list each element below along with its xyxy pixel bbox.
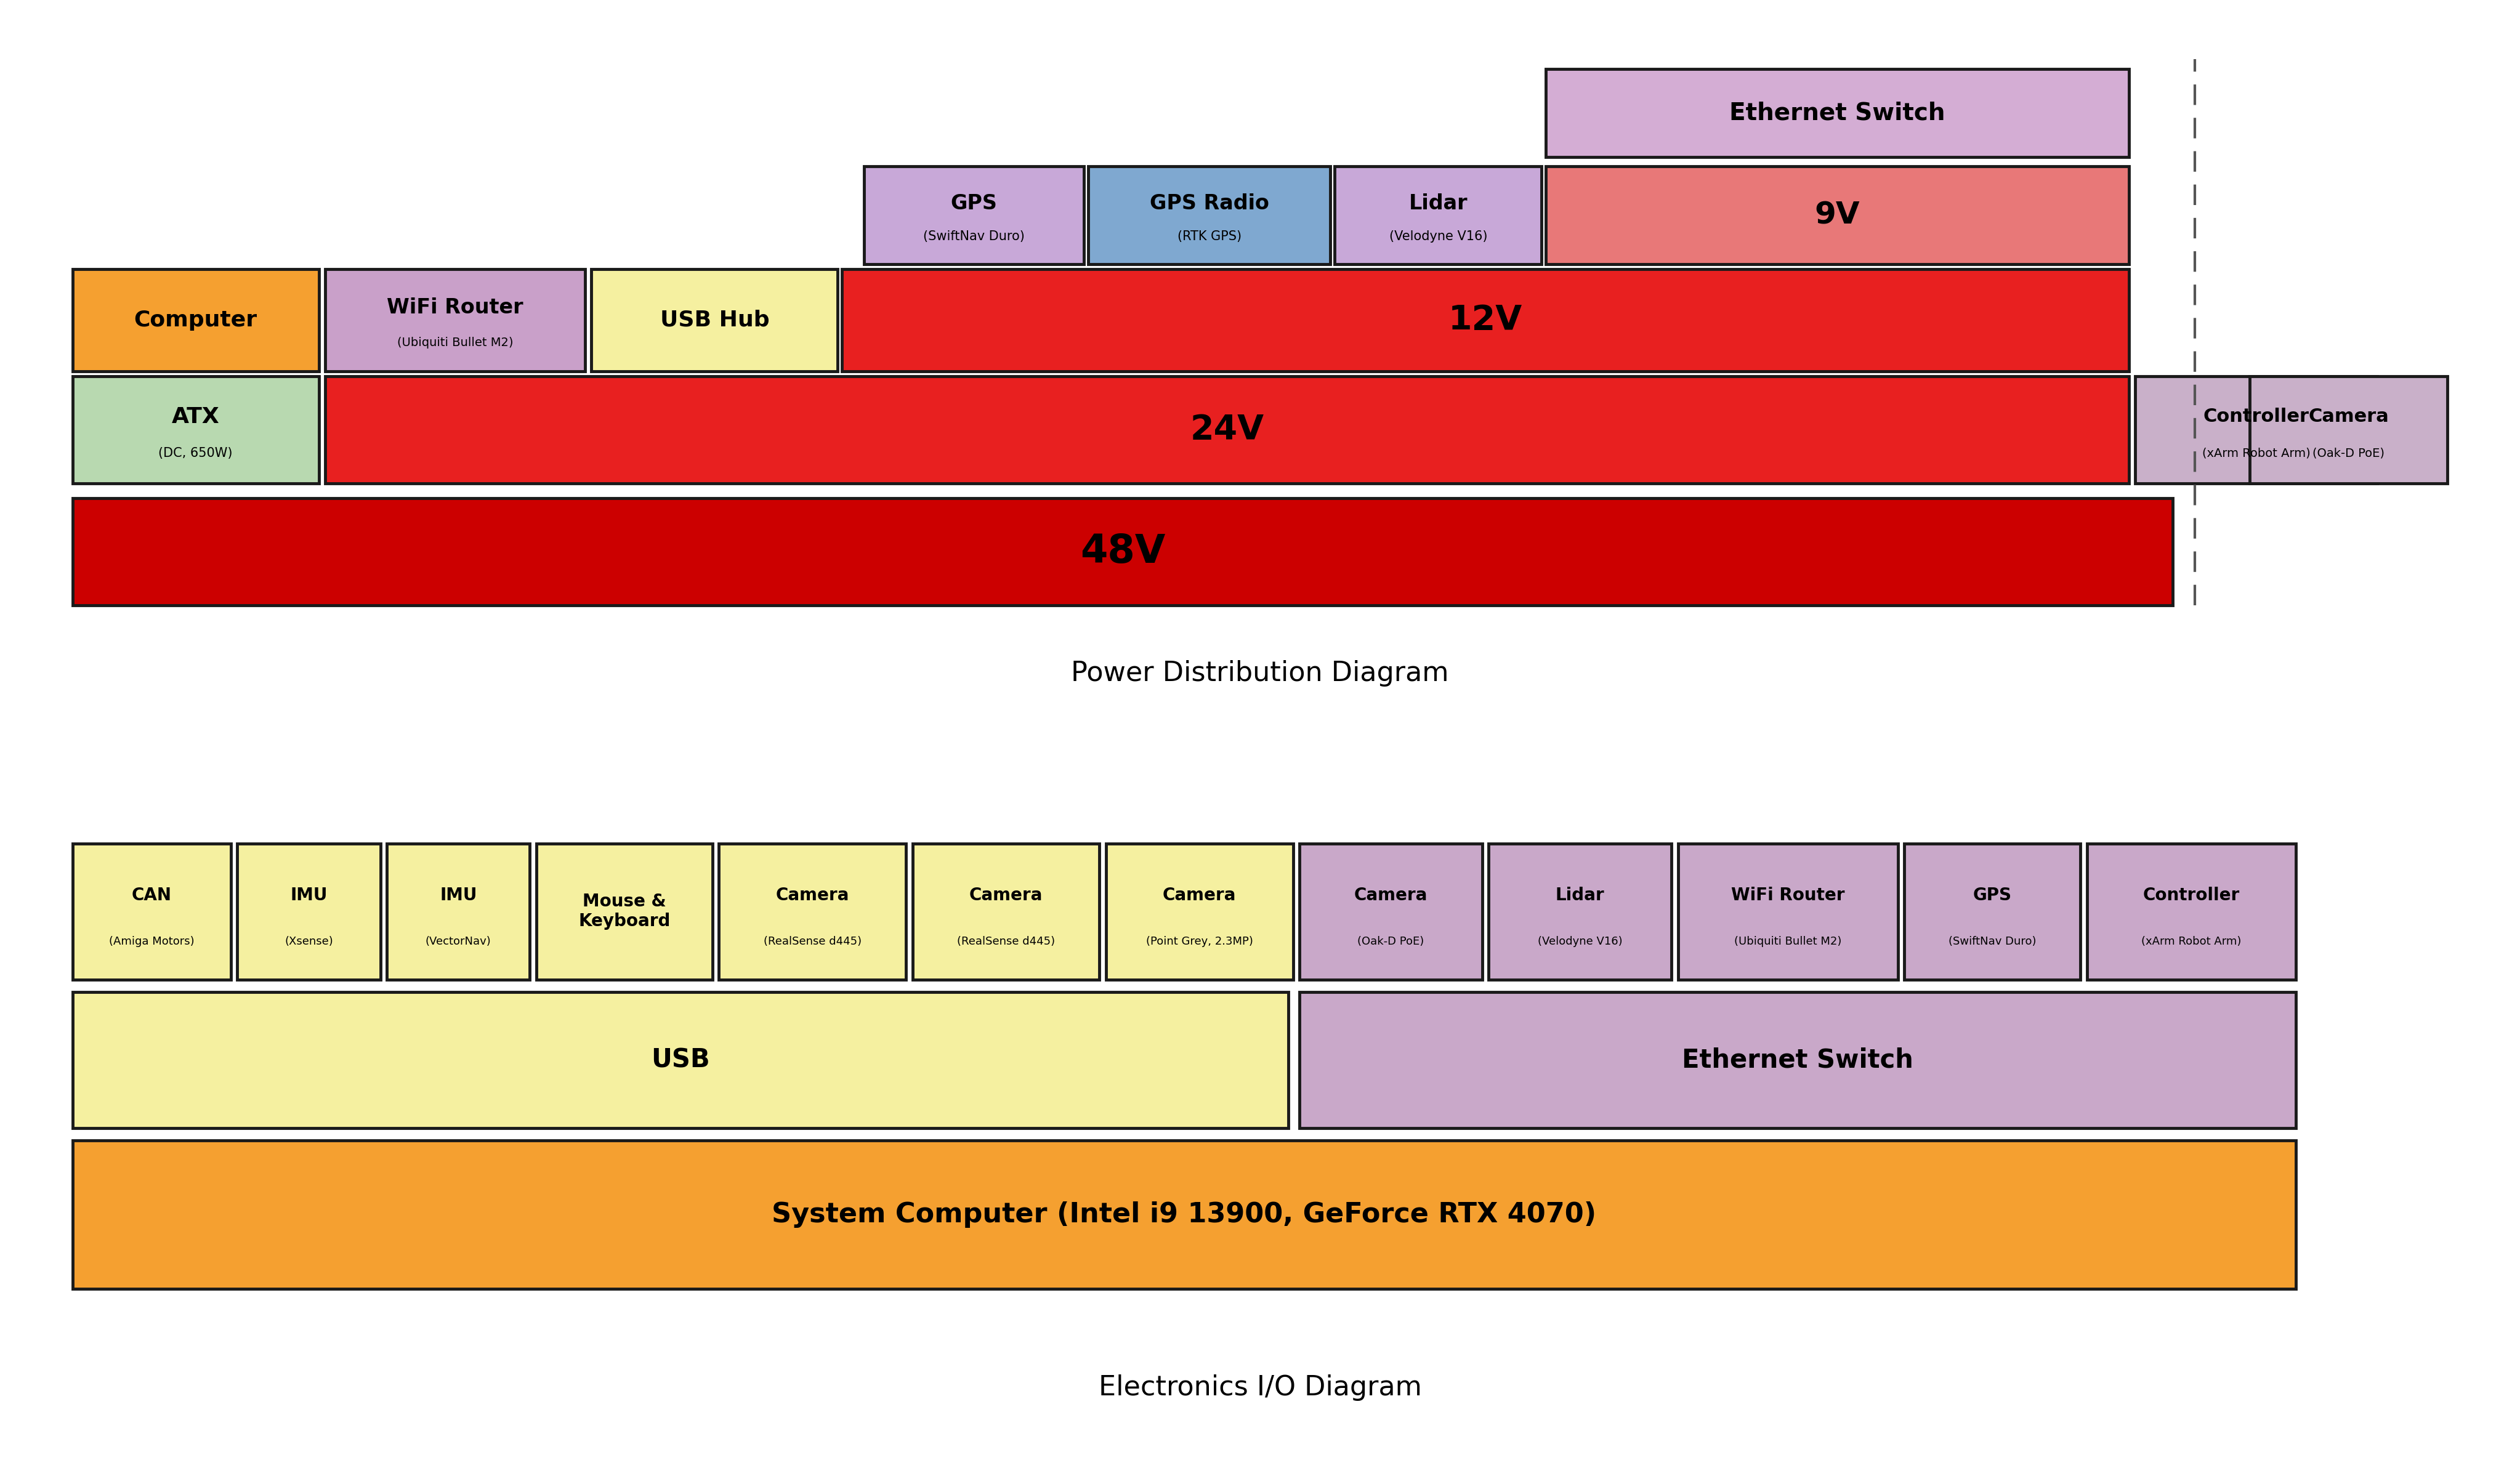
Text: (Amiga Motors): (Amiga Motors) — [108, 936, 194, 947]
FancyBboxPatch shape — [864, 166, 1084, 264]
Text: Power Distribution Diagram: Power Distribution Diagram — [1071, 660, 1449, 687]
FancyBboxPatch shape — [388, 843, 529, 979]
Text: Camera: Camera — [2308, 408, 2389, 426]
FancyBboxPatch shape — [1336, 166, 1542, 264]
Text: ATX: ATX — [171, 407, 219, 427]
FancyBboxPatch shape — [1678, 843, 1898, 979]
FancyBboxPatch shape — [237, 843, 381, 979]
Text: CAN: CAN — [131, 886, 171, 904]
FancyBboxPatch shape — [73, 269, 318, 371]
Text: Camera: Camera — [776, 886, 849, 904]
FancyBboxPatch shape — [1089, 166, 1331, 264]
Text: Controller: Controller — [2142, 886, 2240, 904]
Text: Electronics I/O Diagram: Electronics I/O Diagram — [1099, 1374, 1421, 1401]
FancyBboxPatch shape — [912, 843, 1099, 979]
Text: 48V: 48V — [1081, 533, 1164, 571]
FancyBboxPatch shape — [73, 1140, 2296, 1288]
Text: (VectorNav): (VectorNav) — [426, 936, 491, 947]
FancyBboxPatch shape — [1300, 843, 1482, 979]
Text: (Xsense): (Xsense) — [285, 936, 333, 947]
FancyBboxPatch shape — [325, 375, 2129, 484]
Text: Lidar: Lidar — [1409, 193, 1467, 214]
Text: (RTK GPS): (RTK GPS) — [1177, 230, 1242, 243]
FancyBboxPatch shape — [1545, 166, 2129, 264]
FancyBboxPatch shape — [1106, 843, 1293, 979]
FancyBboxPatch shape — [325, 269, 585, 371]
Text: Camera: Camera — [1353, 886, 1429, 904]
FancyBboxPatch shape — [73, 499, 2172, 605]
Text: (SwiftNav Duro): (SwiftNav Duro) — [922, 230, 1026, 243]
Text: (RealSense d445): (RealSense d445) — [764, 936, 862, 947]
Text: (Ubiquiti Bullet M2): (Ubiquiti Bullet M2) — [1734, 936, 1842, 947]
Text: Mouse &
Keyboard: Mouse & Keyboard — [580, 893, 670, 930]
FancyBboxPatch shape — [2087, 843, 2296, 979]
Text: Computer: Computer — [134, 310, 257, 331]
Text: 12V: 12V — [1449, 303, 1522, 337]
Text: 9V: 9V — [1814, 200, 1860, 230]
Text: Ethernet Switch: Ethernet Switch — [1729, 101, 1945, 125]
FancyBboxPatch shape — [1905, 843, 2082, 979]
FancyBboxPatch shape — [2250, 375, 2447, 484]
Text: System Computer (Intel i9 13900, GeForce RTX 4070): System Computer (Intel i9 13900, GeForce… — [771, 1201, 1598, 1227]
Text: (Velodyne V16): (Velodyne V16) — [1389, 230, 1487, 243]
Text: (SwiftNav Duro): (SwiftNav Duro) — [1948, 936, 2036, 947]
Text: (xArm Robot Arm): (xArm Robot Arm) — [2202, 448, 2311, 459]
FancyBboxPatch shape — [1545, 70, 2129, 157]
Text: (Point Grey, 2.3MP): (Point Grey, 2.3MP) — [1147, 936, 1252, 947]
Text: GPS Radio: GPS Radio — [1149, 193, 1270, 214]
FancyBboxPatch shape — [592, 269, 837, 371]
FancyBboxPatch shape — [73, 991, 1288, 1128]
Text: (xArm Robot Arm): (xArm Robot Arm) — [2142, 936, 2240, 947]
Text: (Velodyne V16): (Velodyne V16) — [1537, 936, 1623, 947]
FancyBboxPatch shape — [73, 375, 318, 484]
Text: Camera: Camera — [1162, 886, 1237, 904]
FancyBboxPatch shape — [1300, 991, 2296, 1128]
Text: Lidar: Lidar — [1555, 886, 1605, 904]
Text: USB: USB — [650, 1046, 711, 1073]
Text: (RealSense d445): (RealSense d445) — [958, 936, 1056, 947]
FancyBboxPatch shape — [73, 843, 232, 979]
Text: (DC, 650W): (DC, 650W) — [159, 447, 232, 460]
Text: (Oak-D PoE): (Oak-D PoE) — [2313, 448, 2384, 459]
FancyBboxPatch shape — [537, 843, 713, 979]
Text: WiFi Router: WiFi Router — [388, 298, 524, 318]
Text: Ethernet Switch: Ethernet Switch — [1681, 1046, 1913, 1073]
Text: Controller: Controller — [2202, 408, 2308, 426]
FancyBboxPatch shape — [1489, 843, 1671, 979]
Text: GPS: GPS — [1973, 886, 2011, 904]
FancyBboxPatch shape — [718, 843, 905, 979]
Text: (Ubiquiti Bullet M2): (Ubiquiti Bullet M2) — [398, 337, 514, 349]
Text: 24V: 24V — [1189, 413, 1265, 447]
FancyBboxPatch shape — [842, 269, 2129, 371]
Text: IMU: IMU — [441, 886, 476, 904]
Text: WiFi Router: WiFi Router — [1731, 886, 1845, 904]
Text: (Oak-D PoE): (Oak-D PoE) — [1358, 936, 1424, 947]
Text: USB Hub: USB Hub — [660, 310, 769, 331]
FancyBboxPatch shape — [2134, 375, 2376, 484]
Text: IMU: IMU — [290, 886, 328, 904]
Text: Camera: Camera — [970, 886, 1043, 904]
Text: GPS: GPS — [950, 193, 998, 214]
